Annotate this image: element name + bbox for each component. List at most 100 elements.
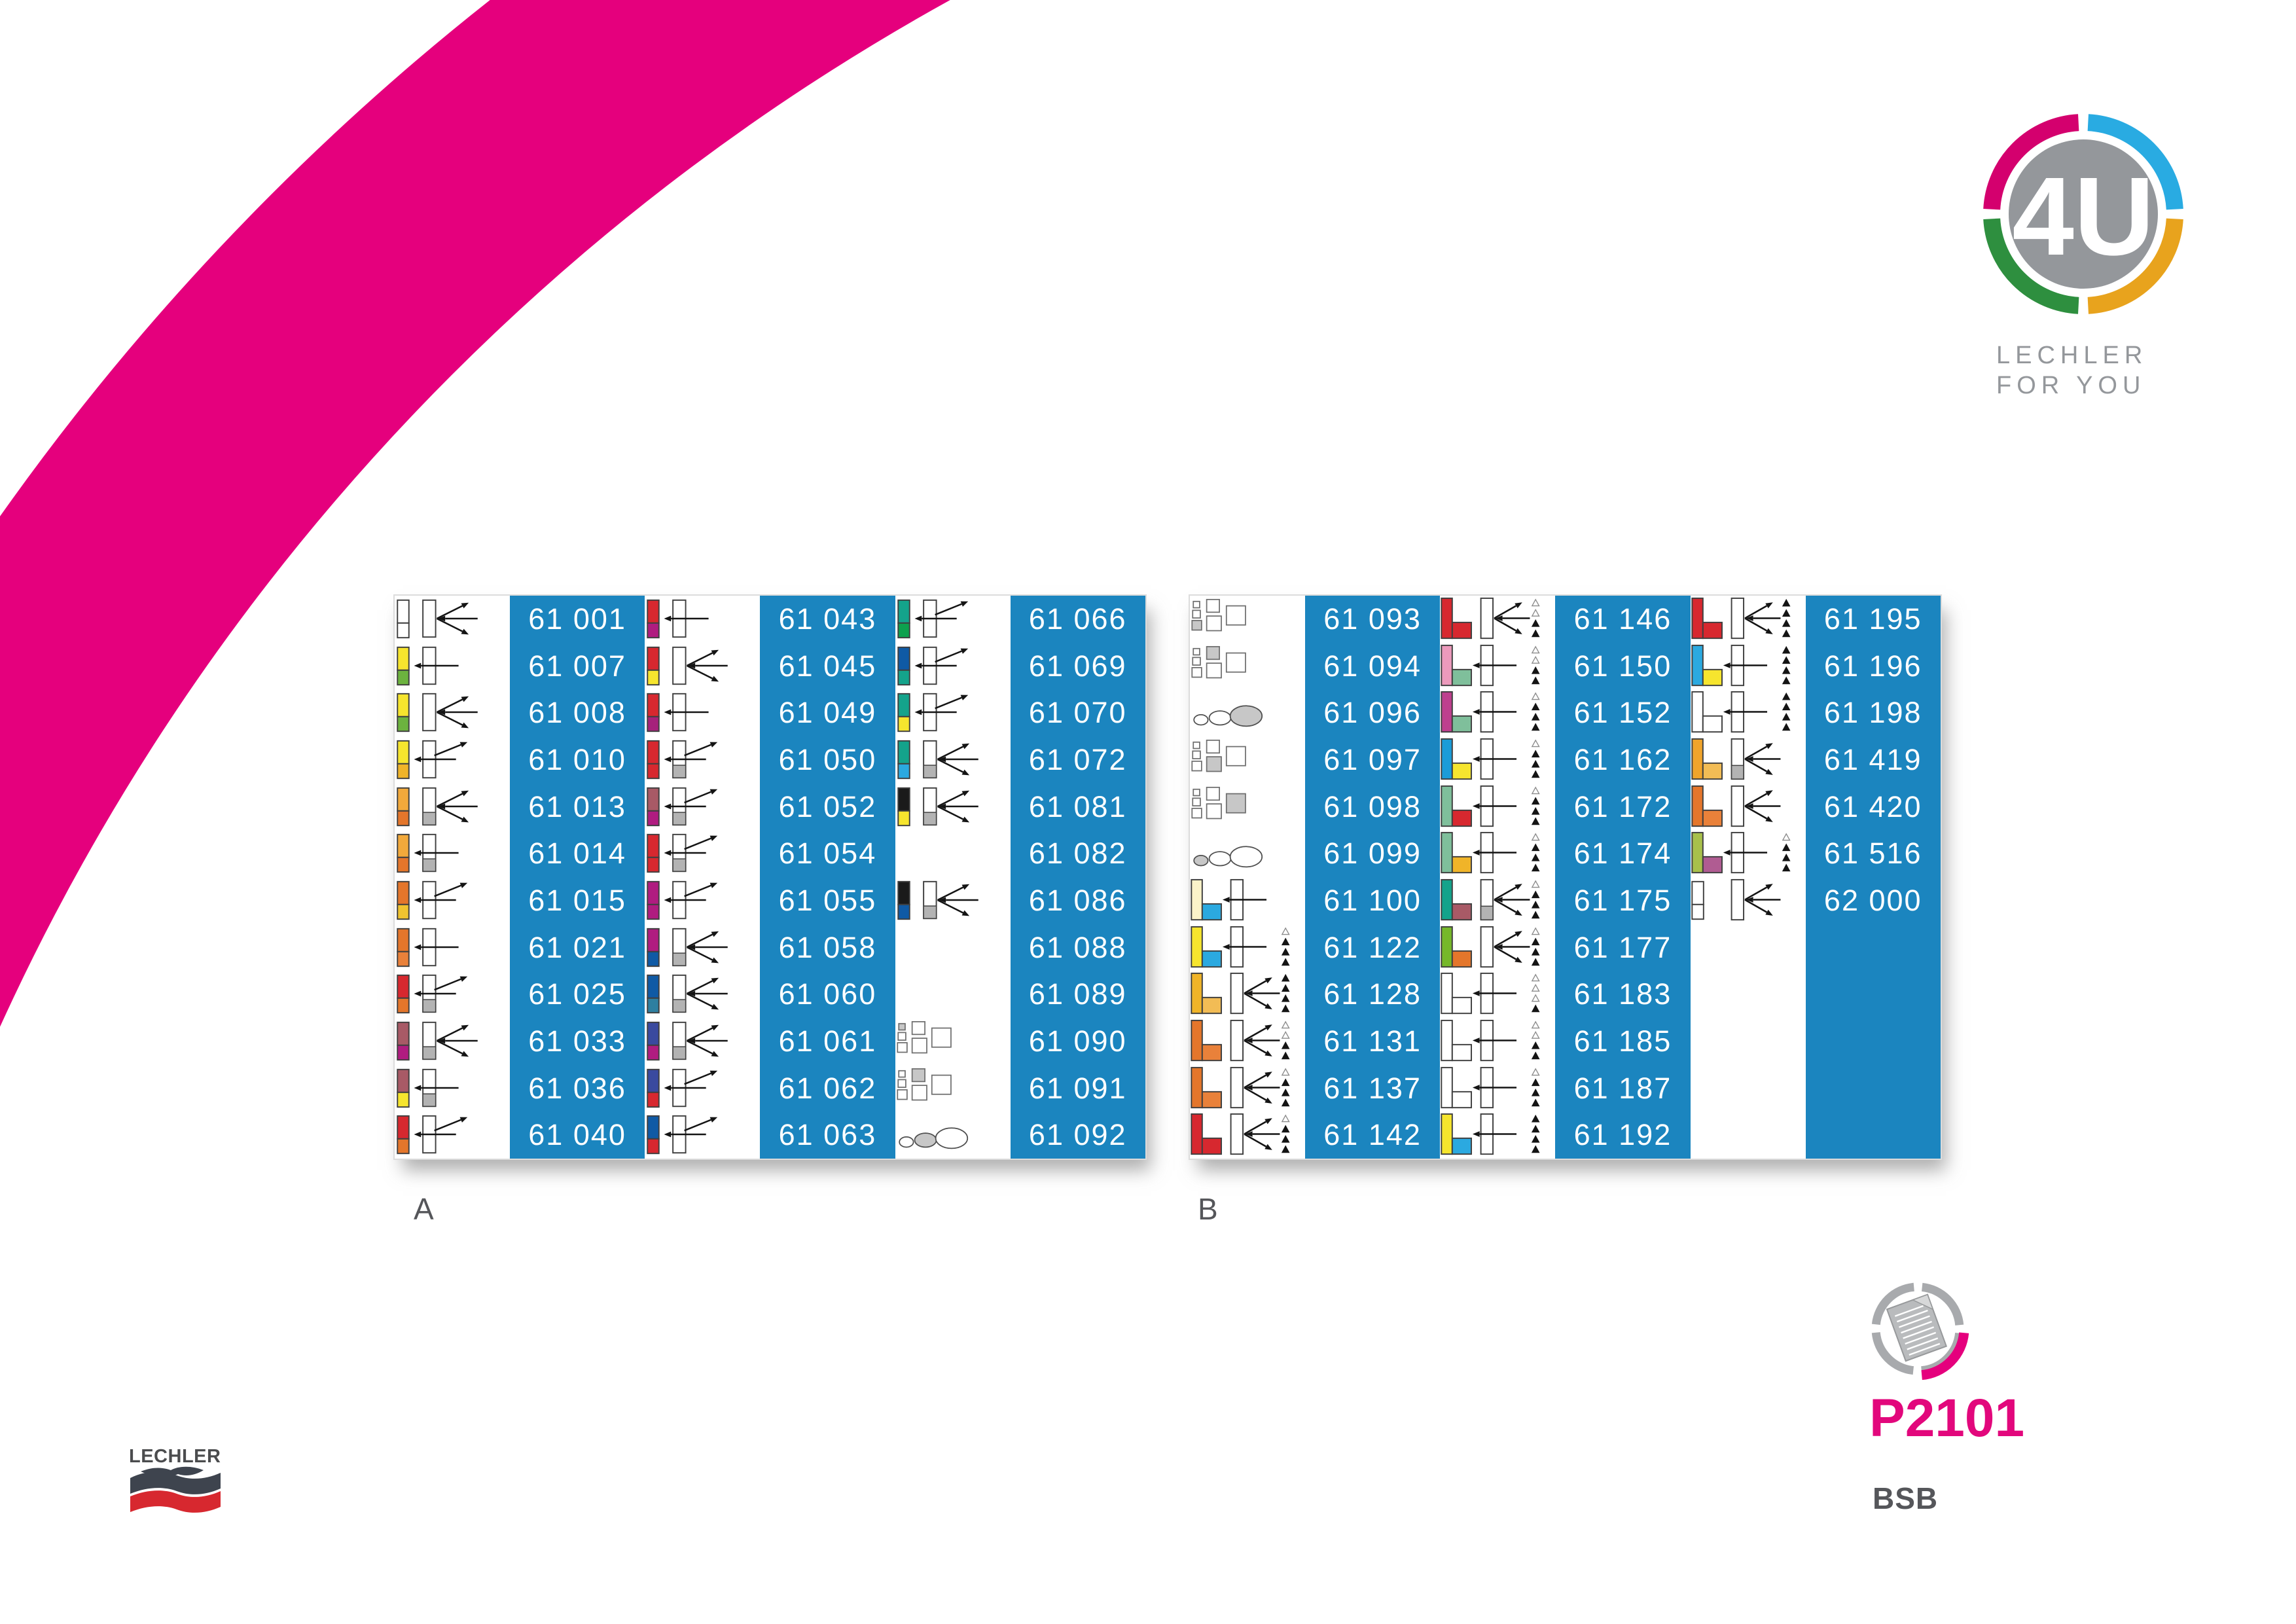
pictogram-cell — [395, 596, 510, 643]
pictogram-cell — [645, 596, 760, 643]
color-code: 61 021 — [528, 930, 626, 964]
color-code: 61 093 — [1323, 602, 1422, 636]
color-code: 61 192 — [1573, 1118, 1672, 1152]
pictogram — [1191, 1113, 1290, 1155]
pictogram-cell — [395, 1018, 510, 1065]
pictogram-cell — [1691, 784, 1806, 831]
pictogram-cell — [1440, 689, 1555, 736]
pictogram — [1191, 786, 1246, 819]
pictogram — [1441, 644, 1541, 686]
pictogram — [1191, 973, 1290, 1015]
color-code: 61 010 — [528, 742, 626, 776]
lechler-4u-logo: 4U — [1983, 114, 2183, 314]
color-code: 61 150 — [1573, 649, 1672, 683]
pictogram — [1191, 1019, 1290, 1062]
pictogram — [1691, 785, 1781, 827]
pictogram-cell — [1190, 877, 1305, 924]
pictogram-cell — [1190, 830, 1305, 877]
color-code: 61 043 — [778, 602, 877, 636]
logo-wordmark-line2: FOR YOU — [1996, 372, 2146, 399]
product-code: P2101 — [1869, 1388, 2025, 1448]
pictogram-cell — [1190, 971, 1305, 1018]
color-code: 61 099 — [1323, 837, 1422, 871]
pictogram — [1191, 739, 1246, 772]
color-code — [1806, 971, 1941, 1018]
logo-circle — [2009, 139, 2158, 289]
color-code: 61 196 — [1823, 649, 1922, 683]
color-code: 61 177 — [1573, 930, 1672, 964]
pictogram — [897, 646, 968, 685]
code-column: 61 066 61 069 61 070 61 072 61 081 61 082 61 0… — [1010, 596, 1145, 1159]
pictogram — [1193, 846, 1263, 868]
color-code: 61 007 — [528, 649, 626, 683]
color-code: 61 045 — [778, 649, 877, 683]
pictogram-cell — [645, 877, 760, 924]
pictogram-cell — [1440, 877, 1555, 924]
pictogram-cell — [395, 971, 510, 1018]
color-code: 61 066 — [1028, 602, 1127, 636]
pictogram — [397, 740, 468, 780]
pictogram — [397, 599, 478, 638]
pictogram — [647, 1115, 718, 1155]
pictogram-cell — [895, 689, 1011, 736]
color-code: 61 187 — [1573, 1071, 1672, 1105]
color-code: 61 082 — [1028, 837, 1127, 871]
color-code: 61 128 — [1323, 977, 1422, 1011]
pictogram-cell — [1691, 689, 1806, 736]
pictogram-cell — [645, 1065, 760, 1112]
pictogram-cell — [1190, 784, 1305, 831]
color-code: 61 172 — [1573, 789, 1672, 823]
arc-green-icon — [1983, 218, 2079, 314]
pictogram-cell — [1190, 924, 1305, 971]
color-code: 61 050 — [778, 742, 877, 776]
pictogram — [1691, 738, 1781, 780]
pictogram-cell — [895, 971, 1011, 1018]
pictogram — [1441, 785, 1541, 827]
pictogram — [897, 740, 978, 780]
color-code: 61 122 — [1323, 930, 1422, 964]
pictogram-cell — [895, 1018, 1011, 1065]
pictogram-cell — [395, 784, 510, 831]
pictogram-cell — [395, 643, 510, 690]
code-column: 61 093 61 094 61 096 61 097 61 098 61 099 61 1… — [1304, 596, 1441, 1159]
color-code: 61 015 — [528, 883, 626, 917]
pictogram — [1441, 691, 1541, 733]
pictogram-cell — [1691, 877, 1806, 924]
pictogram-cell — [1190, 1111, 1305, 1159]
pictogram-cell — [1691, 1065, 1806, 1112]
pictogram — [898, 1127, 968, 1149]
color-code: 61 198 — [1823, 696, 1922, 730]
pictogram-cell — [895, 596, 1011, 643]
color-code: 61 131 — [1323, 1024, 1422, 1058]
pictogram — [1191, 645, 1246, 678]
pictogram — [1441, 973, 1541, 1015]
pictogram-cell — [645, 784, 760, 831]
pictogram — [397, 834, 459, 873]
pictogram — [397, 646, 459, 685]
pictogram-cell — [395, 1065, 510, 1112]
pictogram — [1441, 1113, 1540, 1155]
pictogram — [1441, 597, 1541, 639]
color-code: 61 054 — [778, 837, 877, 871]
pictogram-cell — [1440, 1065, 1555, 1112]
arc-blue-icon — [2087, 114, 2183, 210]
pictogram — [397, 1068, 459, 1108]
color-code: 61 072 — [1028, 742, 1127, 776]
pictogram-cell — [1691, 971, 1806, 1018]
table-column-group: 61 001 61 007 61 008 61 010 61 013 61 014 61 0… — [395, 596, 645, 1159]
pictogram-cell — [1190, 689, 1305, 736]
pictogram — [647, 740, 718, 780]
pictogram — [647, 599, 709, 638]
pictogram — [1191, 878, 1267, 920]
pictogram-cell — [895, 1111, 1011, 1159]
pictogram-cell — [1691, 736, 1806, 784]
pictogram — [647, 975, 728, 1014]
pictogram — [647, 880, 718, 920]
color-code: 61 098 — [1323, 789, 1422, 823]
pictogram — [1191, 1066, 1290, 1108]
pictogram-cell — [1440, 596, 1555, 643]
pictogram-cell — [395, 924, 510, 971]
pictogram-cell — [395, 736, 510, 784]
color-code: 61 195 — [1823, 602, 1922, 636]
pictogram — [1441, 738, 1541, 780]
